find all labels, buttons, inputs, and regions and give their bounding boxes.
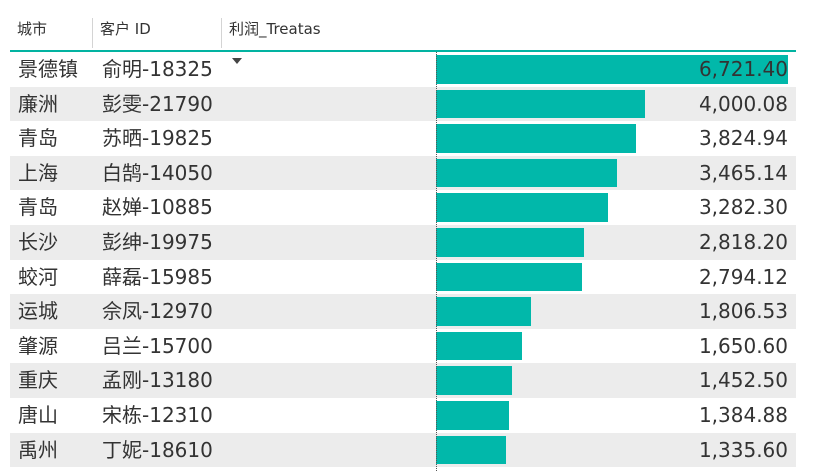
profit-bar <box>436 331 523 361</box>
cell-city: 上海 <box>18 160 58 185</box>
profit-bar <box>436 158 618 188</box>
table-row[interactable]: 景德镇 俞明-18325 6,721.40 <box>10 52 796 87</box>
column-header-profit[interactable]: 利润_Treatas <box>221 18 521 64</box>
cell-profit-value: 2,818.20 <box>698 229 788 254</box>
cell-customer-id: 丁妮-18610 <box>102 437 213 462</box>
cell-city: 青岛 <box>18 195 58 220</box>
table-row[interactable]: 廉洲 彭雯-21790 4,000.08 <box>10 86 796 122</box>
table-row[interactable]: 禹州 丁妮-18610 1,335.60 <box>10 432 796 468</box>
cell-customer-id: 薛磊-15985 <box>102 264 213 289</box>
column-header-profit-label: 利润_Treatas <box>229 20 321 38</box>
cell-city: 廉洲 <box>18 91 58 116</box>
profit-bar <box>436 262 583 292</box>
table-header: 城市 客户 ID 利润_Treatas <box>10 0 796 64</box>
table-row[interactable]: 蛟河 薛磊-15985 2,794.12 <box>10 260 796 295</box>
cell-customer-id: 宋栋-12310 <box>102 402 213 427</box>
table-row[interactable]: 重庆 孟刚-13180 1,452.50 <box>10 363 796 398</box>
cell-customer-id: 苏晒-19825 <box>102 126 213 151</box>
cell-profit-value: 1,452.50 <box>698 368 788 393</box>
cell-city: 青岛 <box>18 126 58 151</box>
cell-city: 长沙 <box>18 229 58 254</box>
profit-bar <box>436 366 513 395</box>
table-row[interactable]: 上海 白鹄-14050 3,465.14 <box>10 155 796 191</box>
profit-bar <box>436 124 637 153</box>
table-row[interactable]: 青岛 苏晒-19825 3,824.94 <box>10 121 796 156</box>
cell-city: 禹州 <box>18 437 58 462</box>
profit-bar <box>436 193 608 222</box>
sort-descending-icon[interactable] <box>232 58 242 64</box>
cell-city: 运城 <box>18 299 58 324</box>
table-row[interactable]: 运城 佘凤-12970 1,806.53 <box>10 294 796 329</box>
cell-customer-id: 彭绅-19975 <box>102 229 213 254</box>
cell-customer-id: 赵婵-10885 <box>102 195 213 220</box>
cell-customer-id: 吕兰-15700 <box>102 333 213 358</box>
profit-bar <box>436 435 506 465</box>
table-row[interactable]: 长沙 彭绅-19975 2,818.20 <box>10 224 796 260</box>
cell-city: 景德镇 <box>18 57 78 81</box>
cell-profit-value: 6,721.40 <box>698 57 788 81</box>
column-header-customer-label: 客户 ID <box>100 20 151 38</box>
table-row[interactable]: 唐山 宋栋-12310 1,384.88 <box>10 398 796 433</box>
cell-profit-value: 1,650.60 <box>698 333 788 358</box>
table-row[interactable]: 肇源 吕兰-15700 1,650.60 <box>10 329 796 364</box>
table-body: 景德镇 俞明-18325 6,721.40 廉洲 彭雯-21790 4,000.08 青岛 苏… <box>10 52 796 468</box>
cell-city: 肇源 <box>18 333 58 358</box>
cell-city: 唐山 <box>18 402 58 427</box>
cell-city: 蛟河 <box>18 264 58 289</box>
cell-customer-id: 佘凤-12970 <box>102 299 213 324</box>
column-header-city-label: 城市 <box>17 20 48 38</box>
profit-bar <box>436 89 646 119</box>
cell-city: 重庆 <box>18 368 58 393</box>
cell-profit-value: 1,335.60 <box>698 437 788 462</box>
profit-bar <box>436 400 509 430</box>
column-header-city[interactable]: 城市 <box>10 18 92 48</box>
cell-profit-value: 4,000.08 <box>698 91 788 116</box>
cell-customer-id: 孟刚-13180 <box>102 368 213 393</box>
cell-profit-value: 2,794.12 <box>698 264 788 289</box>
cell-customer-id: 彭雯-21790 <box>102 91 213 116</box>
profit-bar <box>436 55 788 84</box>
cell-profit-value: 3,282.30 <box>698 195 788 220</box>
profit-bar <box>436 297 531 326</box>
cell-profit-value: 3,465.14 <box>698 160 788 185</box>
cell-customer-id: 白鹄-14050 <box>102 160 213 185</box>
cell-profit-value: 3,824.94 <box>698 126 788 151</box>
cell-customer-id: 俞明-18325 <box>102 57 213 81</box>
table-row[interactable]: 青岛 赵婵-10885 3,282.30 <box>10 190 796 225</box>
cell-profit-value: 1,384.88 <box>698 402 788 427</box>
profit-bar <box>436 227 584 257</box>
cell-profit-value: 1,806.53 <box>698 299 788 324</box>
profit-table: 城市 客户 ID 利润_Treatas 景德镇 俞明-18325 6,721.40 廉… <box>10 0 796 471</box>
column-header-customer[interactable]: 客户 ID <box>92 18 221 48</box>
bar-baseline <box>436 52 437 471</box>
